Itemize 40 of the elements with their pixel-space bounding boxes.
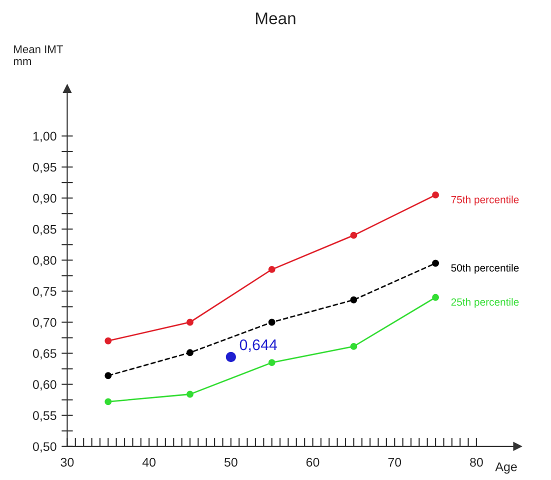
point bbox=[104, 337, 112, 344]
y-tick-label: 0,85 bbox=[32, 224, 56, 236]
y-tick-label: 0,80 bbox=[32, 256, 56, 266]
y-tick-label: 0,55 bbox=[32, 411, 56, 422]
x-tick-label: 70 bbox=[388, 458, 402, 467]
x-tick-label: 80 bbox=[470, 458, 483, 467]
y-tick-label: 0,65 bbox=[32, 349, 56, 360]
x-axis-title: Age bbox=[495, 462, 517, 474]
y-tick-label: 0,50 bbox=[32, 442, 56, 453]
point bbox=[186, 318, 194, 326]
x-tick-label: 30 bbox=[60, 458, 74, 467]
point bbox=[104, 398, 112, 406]
x-tick-label: 40 bbox=[142, 458, 156, 467]
series-label: 25th percentile bbox=[451, 298, 519, 308]
x-tick-label: 50 bbox=[224, 458, 238, 467]
point bbox=[186, 349, 194, 356]
point bbox=[432, 191, 440, 198]
point bbox=[350, 342, 358, 350]
data-label: 0,644 bbox=[240, 339, 278, 352]
y-tick-label: 1,00 bbox=[33, 132, 56, 142]
x-tick-label: 60 bbox=[306, 458, 320, 467]
y-tick-label: 0,75 bbox=[32, 286, 56, 298]
y-tick-label: 0,95 bbox=[32, 162, 56, 174]
point bbox=[226, 352, 236, 362]
y-axis-title: Mean IMT mm bbox=[14, 45, 63, 66]
point bbox=[350, 232, 358, 239]
series-label: 50th percentile bbox=[451, 264, 519, 274]
point bbox=[432, 260, 440, 267]
y-tick-label: 0,60 bbox=[32, 380, 56, 390]
point bbox=[186, 390, 194, 398]
y-tick-label: 0,90 bbox=[32, 194, 56, 204]
point bbox=[432, 294, 440, 301]
chart-title: Mean bbox=[256, 12, 296, 24]
point bbox=[268, 266, 276, 273]
series-label: 75th percentile bbox=[451, 196, 519, 206]
point bbox=[104, 372, 112, 380]
point bbox=[268, 359, 276, 366]
point bbox=[350, 296, 358, 304]
y-tick-label: 0,70 bbox=[32, 318, 56, 328]
point bbox=[268, 318, 276, 326]
